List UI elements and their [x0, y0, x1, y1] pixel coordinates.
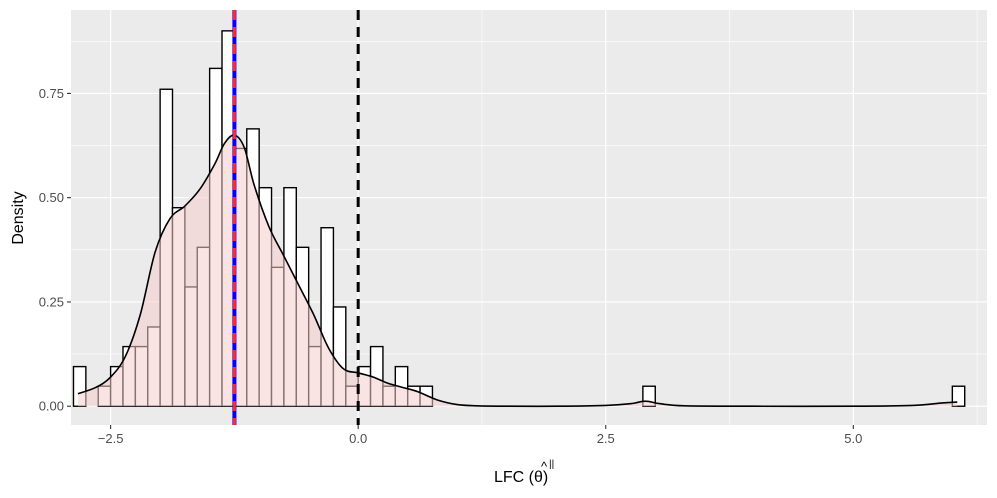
x-tick-label: 0.0: [349, 431, 367, 446]
x-tick-label: 5.0: [844, 431, 862, 446]
x-axis-title-close: ): [543, 469, 548, 486]
x-axis: −2.5 0.0 2.5 5.0: [98, 425, 862, 446]
histogram-bar: [951, 385, 966, 407]
x-tick-label: −2.5: [98, 431, 124, 446]
x-axis-title-text: LFC (: [494, 469, 535, 486]
y-axis: 0.00 0.25 0.50 0.75: [39, 86, 71, 414]
x-axis-title: LFC (θ) ^ ||: [494, 459, 554, 486]
y-tick-label: 0.00: [39, 399, 64, 414]
x-axis-title-theta: θ: [534, 469, 543, 486]
reference-lines: [232, 10, 360, 425]
y-tick-label: 0.75: [39, 86, 64, 101]
y-tick-label: 0.25: [39, 294, 64, 309]
y-tick-label: 0.50: [39, 190, 64, 205]
svg-text:LFC (θ): LFC (θ): [494, 469, 548, 486]
density-line: [77, 134, 958, 408]
x-axis-title-superscript: ||: [549, 459, 554, 470]
density-area: [77, 135, 958, 407]
x-tick-label: 2.5: [597, 431, 615, 446]
y-axis-title: Density: [10, 191, 27, 244]
x-axis-title-hat: ^: [541, 459, 548, 474]
